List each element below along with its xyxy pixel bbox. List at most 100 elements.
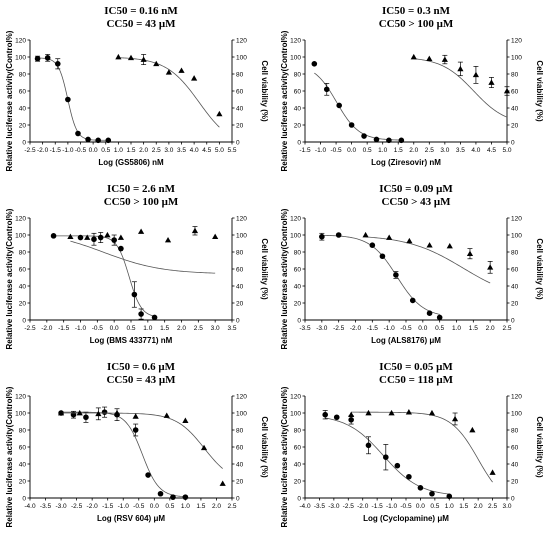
y-tick-label-right: 80 [236, 427, 244, 434]
y-tick-label-right: 80 [511, 427, 519, 434]
x-tick-label: 5.0 [502, 147, 511, 154]
data-point-triangle [487, 264, 494, 270]
y-tick-label-right: 60 [236, 266, 244, 273]
x-tick-label: -2.0 [37, 147, 49, 154]
data-point-circle [118, 245, 124, 252]
y-tick-label-right: 40 [511, 105, 519, 112]
y-tick-label-right: 0 [236, 495, 240, 502]
y-tick-label-left: 100 [15, 54, 26, 61]
data-point-circle [383, 454, 389, 460]
data-point-circle [132, 427, 139, 433]
y-tick-label-right: 80 [511, 249, 519, 256]
y-tick-label-right: 40 [511, 283, 519, 290]
data-point-circle [105, 137, 112, 144]
y-tick-label-right: 120 [511, 393, 522, 400]
y-tick-label-left: 40 [294, 461, 302, 468]
x-tick-label: -4.0 [299, 503, 311, 510]
data-point-circle [85, 136, 91, 143]
data-point-circle [417, 485, 424, 491]
data-point-circle [83, 414, 89, 421]
x-tick-label: 2.5 [502, 325, 511, 332]
y-tick-label-left: 100 [290, 54, 301, 61]
y-tick-label-left: 80 [19, 71, 27, 78]
fit-curve [70, 240, 216, 274]
x-tick-label: -2.0 [87, 503, 99, 510]
data-point-circle [319, 233, 325, 240]
x-tick-label: -1.5 [102, 503, 114, 510]
y-tick-label-left: 40 [294, 105, 302, 112]
data-point-circle [348, 417, 354, 423]
x-tick-label: 5.0 [215, 147, 224, 154]
data-point-triangle [405, 409, 412, 415]
y-tick-label-left: 120 [15, 37, 26, 44]
y-tick-label-left: 40 [19, 105, 27, 112]
x-tick-label: 2.5 [425, 147, 434, 154]
x-tick-label: 1.5 [469, 325, 478, 332]
data-point-circle [335, 232, 342, 238]
y-tick-label-left: 0 [22, 139, 26, 146]
data-point-triangle [113, 409, 121, 416]
x-tick-label: 2.0 [139, 147, 148, 154]
data-point-triangle [165, 69, 172, 75]
data-point-circle [398, 137, 405, 144]
y-tick-label-right: 60 [236, 88, 244, 95]
series-triangle [362, 231, 494, 284]
y-tick-label-right: 20 [236, 122, 244, 129]
data-point-triangle [153, 60, 160, 67]
y-tick-label-left: 120 [290, 215, 301, 222]
chart-title: IC50 = 2.6 nM [107, 183, 176, 195]
x-tick-label: 2.5 [194, 325, 203, 332]
chart-panel-3: IC50 = 2.6 nM CC50 > 100 μM -2.5 -2.0 -1.5 -1… [0, 178, 275, 356]
x-tick-label: -0.5 [92, 325, 104, 332]
data-point-triangle [212, 233, 219, 240]
data-point-circle [323, 86, 330, 93]
x-axis-label: Log (Cyclopamine) μM [363, 514, 449, 523]
x-tick-label: 0.5 [126, 325, 135, 332]
chart-panel-5: IC50 = 0.6 μM CC50 = 43 μM -4.0 -3.5 -3.0 -2.… [0, 356, 275, 534]
series-circle [319, 232, 443, 321]
data-point-circle [361, 133, 367, 139]
y-tick-label-right: 0 [236, 317, 240, 324]
data-point-triangle [200, 444, 208, 451]
y-tick-label-left: 100 [290, 232, 301, 239]
data-point-circle [77, 234, 84, 241]
data-point-triangle [457, 65, 464, 72]
y-tick-label-right: 20 [511, 478, 519, 485]
data-point-triangle [410, 53, 417, 60]
y-axis-label-left: Relative luciferase activity(Control%) [280, 30, 289, 171]
y-tick-label-left: 20 [294, 300, 302, 307]
data-point-circle [426, 310, 433, 316]
data-point-circle [131, 291, 138, 298]
y-tick-label-right: 120 [236, 215, 247, 222]
x-tick-label: 2.0 [474, 503, 483, 510]
x-tick-label: 0.5 [435, 325, 444, 332]
chart-subtitle: CC50 > 43 μM [381, 196, 451, 208]
axes [29, 218, 233, 321]
x-tick-label: 1.0 [445, 503, 454, 510]
x-tick-label: 3.0 [164, 147, 173, 154]
x-tick-label: 0.0 [110, 325, 119, 332]
data-point-circle [95, 137, 101, 144]
x-tick-label: -0.5 [133, 503, 145, 510]
y-tick-label-left: 80 [294, 71, 302, 78]
fit-curve [61, 412, 223, 469]
x-tick-label: 0.5 [430, 503, 439, 510]
data-point-circle [145, 472, 151, 478]
x-tick-label: 1.0 [143, 325, 152, 332]
data-point-triangle [451, 415, 459, 422]
y-tick-label-left: 80 [19, 249, 27, 256]
x-tick-label: 3.0 [211, 325, 220, 332]
y-axis-label-right: Cell viability (%) [260, 238, 269, 300]
series-circle [50, 232, 158, 321]
x-tick-label: -1.5 [367, 325, 379, 332]
x-axis-label: Log (ALS8176) μM [371, 336, 441, 345]
data-point-circle [170, 494, 176, 500]
axes [304, 218, 508, 321]
x-tick-label: -3.5 [299, 325, 311, 332]
y-tick-label-right: 20 [511, 300, 519, 307]
x-tick-label: 2.5 [488, 503, 497, 510]
x-tick-label: 0.0 [89, 147, 98, 154]
x-tick-label: 3.0 [502, 503, 511, 510]
y-tick-label-right: 20 [236, 300, 244, 307]
